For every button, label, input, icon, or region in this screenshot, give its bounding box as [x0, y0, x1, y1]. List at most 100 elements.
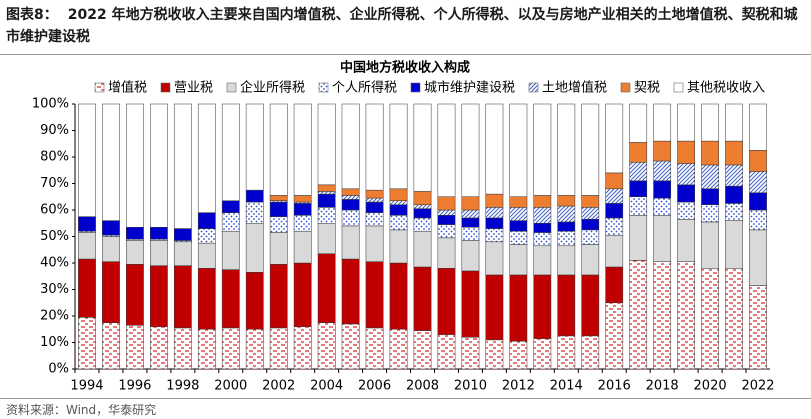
bar-segment: [725, 140, 743, 166]
bar-segment: [245, 329, 264, 370]
legend-swatch: [620, 82, 631, 93]
bar-segment: [341, 199, 360, 211]
bar-segment: [150, 326, 168, 370]
bar-segment: [365, 225, 384, 262]
bar-segment: [701, 204, 719, 223]
y-tick-label: 20%: [40, 309, 69, 324]
bar-segment: [701, 221, 719, 269]
bar-segment: [461, 270, 480, 338]
bar-segment: [485, 228, 504, 243]
bar-segment: [677, 103, 695, 142]
bar-segment: [725, 164, 743, 187]
bar-segment: [581, 103, 600, 196]
bar-segment: [749, 171, 767, 194]
bar-segment: [126, 264, 144, 326]
y-tick-label: 90%: [40, 123, 69, 138]
bar-segment: [701, 103, 719, 142]
figure-title: 2022 年地方税收收入主要来自国内增值税、企业所得税、个人所得税、以及与房地产…: [6, 7, 798, 45]
bar-segment: [725, 220, 743, 269]
bar-segment: [485, 339, 504, 370]
bar-segment: [102, 103, 120, 221]
x-tick-label: 2000: [214, 379, 247, 394]
bar-segment: [701, 140, 719, 166]
bar-segment: [485, 207, 504, 219]
bar-segment: [677, 261, 695, 370]
bar-segment: [533, 274, 552, 339]
bar-segment: [557, 245, 576, 276]
bar-segment: [437, 268, 456, 335]
bar-segment: [365, 212, 384, 227]
bar-segment: [509, 274, 528, 342]
bar-segment: [653, 103, 672, 142]
bar-segment: [701, 164, 719, 190]
legend-swatch: [226, 82, 237, 93]
bar-segment: [150, 240, 168, 266]
bar-segment: [677, 219, 695, 262]
bar-segment: [150, 226, 168, 240]
bar-segment: [581, 195, 600, 208]
bar-segment: [581, 335, 600, 370]
bar-segment: [317, 322, 336, 370]
x-tick-label: 1994: [70, 379, 103, 394]
bar-segment: [78, 317, 96, 370]
x-tick-label: 2018: [646, 379, 679, 394]
bar-segment: [581, 274, 600, 337]
legend-label: 增值税: [108, 80, 147, 96]
bar-segment: [245, 272, 264, 330]
bar-segment: [389, 262, 408, 330]
bar-segment: [173, 103, 192, 229]
bar-segment: [126, 325, 144, 370]
x-tick-label: 2020: [694, 379, 727, 394]
x-tick-label: 2004: [310, 379, 343, 394]
bar-segment: [557, 221, 576, 232]
bar-segment: [221, 200, 240, 213]
bar-segment: [461, 336, 480, 370]
bar-segment: [749, 103, 767, 151]
bar-segment: [173, 228, 192, 241]
bar-segment: [725, 203, 743, 221]
bar-segment: [269, 103, 288, 196]
bar-segment: [461, 226, 480, 241]
x-tick-label: 2008: [406, 379, 439, 394]
legend-swatch: [673, 82, 684, 93]
bar-segment: [413, 230, 432, 268]
bar-segment: [197, 228, 216, 244]
x-tick-label: 2012: [502, 379, 535, 394]
bar-segment: [557, 230, 576, 247]
bar-segment: [725, 185, 743, 204]
bar-segment: [485, 193, 504, 208]
bar-segment: [653, 215, 672, 262]
chart: 中国地方税收收入构成 增值税 营业税 企业所得税 个人所得税 城市维护建设税 土地增值税 契…: [32, 60, 775, 394]
bar-segment: [269, 216, 288, 233]
bar-segment: [389, 215, 408, 231]
divider: [0, 398, 811, 399]
bar-segment: [749, 150, 767, 172]
bar-segment: [341, 258, 360, 325]
x-tick-label: 2014: [550, 379, 583, 394]
legend-label: 营业税: [174, 81, 213, 96]
bar-segment: [317, 191, 336, 195]
bar-segment: [725, 103, 743, 142]
y-tick-label: 10%: [40, 335, 69, 350]
bar-segment: [389, 229, 408, 264]
bar-segment: [485, 274, 504, 341]
bar-segment: [317, 223, 336, 254]
bar-segment: [389, 103, 408, 190]
bar-segment: [413, 330, 432, 370]
chart-title: 中国地方税收收入构成: [340, 60, 470, 76]
bar-segment: [221, 230, 240, 270]
bar-segment: [78, 216, 96, 232]
bar-segment: [749, 285, 767, 370]
x-tick-label: 2022: [741, 379, 774, 394]
bar-segment: [677, 140, 695, 164]
bar-segment: [557, 335, 576, 370]
bar-segment: [413, 103, 432, 192]
bar-segment: [437, 237, 456, 269]
bar-segment: [533, 103, 552, 196]
bar-segment: [581, 244, 600, 276]
bar-segment: [365, 201, 384, 213]
bar-segment: [629, 162, 648, 182]
bar-segment: [533, 338, 552, 370]
bar-segment: [317, 184, 336, 192]
